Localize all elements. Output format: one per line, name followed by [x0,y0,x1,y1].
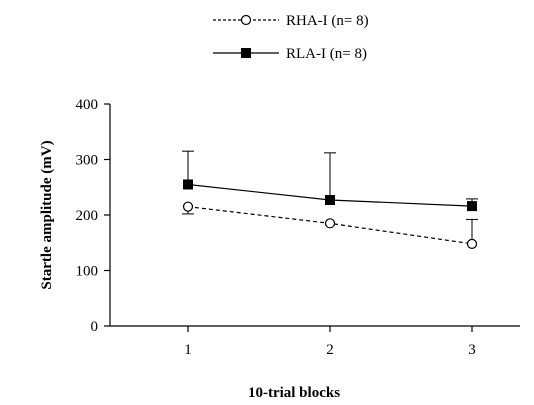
legend-item-2: RLA-I (n= 8) [213,46,367,62]
y-axis: 0 100 200 300 400 [76,97,111,335]
series-layer [182,150,478,249]
y-tick-label: 200 [76,208,99,224]
data-point [324,218,336,229]
legend-label: RHA-I (n= 8) [286,13,369,29]
data-point [182,201,194,212]
data-point [466,238,478,249]
y-tick-label: 400 [76,97,99,113]
series-1 [182,201,478,249]
legend-marker [240,14,252,26]
x-tick-label: 3 [468,342,476,358]
data-point [467,201,477,212]
legend: RHA-I (n= 8) RLA-I (n= 8) [213,13,369,62]
x-axis: 1 2 3 [110,325,520,358]
legend-marker [241,48,251,58]
x-axis-title: 10-trial blocks [248,385,340,401]
x-tick-label: 2 [326,342,334,358]
legend-item-1: RHA-I (n= 8) [213,13,369,29]
y-tick-label: 300 [76,153,99,169]
y-tick-label: 0 [91,319,99,335]
data-point [325,195,335,206]
y-axis-title: Startle amplitude (mV) [39,140,55,289]
y-tick-label: 100 [76,264,99,280]
x-tick-label: 1 [184,342,192,358]
series-2 [182,150,478,212]
legend-label: RLA-I (n= 8) [286,46,367,62]
data-point [183,179,193,190]
